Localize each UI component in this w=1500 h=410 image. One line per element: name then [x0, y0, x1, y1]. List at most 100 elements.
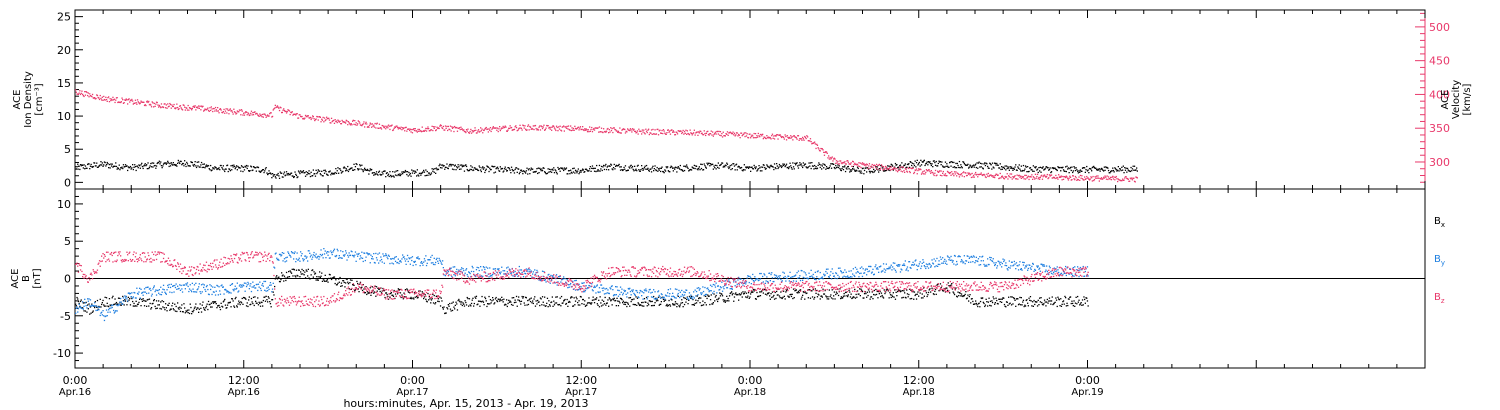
data-point — [467, 128, 469, 130]
data-point — [176, 288, 178, 290]
data-point — [285, 112, 288, 114]
data-point — [894, 289, 896, 291]
data-point — [986, 301, 988, 303]
data-point — [570, 129, 572, 132]
data-point — [233, 164, 235, 166]
data-point — [132, 296, 134, 298]
data-point — [556, 126, 558, 129]
data-point — [490, 130, 492, 133]
data-point — [257, 114, 259, 116]
data-point — [295, 113, 298, 115]
data-point — [577, 168, 579, 170]
data-point — [281, 111, 283, 114]
data-point — [112, 166, 114, 168]
data-point — [347, 281, 349, 283]
data-point — [205, 307, 207, 309]
data-point — [191, 313, 193, 315]
data-point — [731, 168, 733, 170]
data-point — [344, 286, 346, 288]
data-point — [1136, 176, 1138, 179]
data-point — [288, 110, 291, 112]
data-point — [205, 286, 208, 288]
data-point — [470, 132, 473, 134]
data-point — [603, 300, 605, 302]
data-point — [276, 275, 278, 277]
data-point — [599, 170, 601, 172]
data-point — [568, 300, 570, 303]
data-point — [571, 127, 573, 129]
data-point — [401, 171, 403, 173]
data-point — [84, 298, 86, 300]
data-point — [919, 168, 921, 170]
data-point — [515, 167, 518, 169]
data-point — [1074, 169, 1077, 172]
data-point — [721, 162, 724, 164]
data-point — [152, 288, 154, 290]
data-point — [677, 295, 679, 297]
data-point — [563, 299, 565, 301]
data-point — [281, 254, 283, 256]
data-point — [297, 176, 299, 178]
data-point — [281, 172, 283, 174]
data-point — [444, 312, 446, 315]
data-point — [296, 113, 298, 115]
data-point — [270, 112, 272, 114]
data-point — [584, 171, 586, 173]
data-point — [141, 101, 144, 103]
data-point — [305, 115, 307, 117]
data-point — [1062, 301, 1064, 303]
data-point — [558, 126, 560, 128]
data-point — [492, 126, 494, 128]
data-point — [1068, 177, 1070, 179]
data-point — [661, 129, 663, 132]
data-point — [247, 305, 249, 308]
data-point — [1003, 297, 1005, 299]
data-point — [93, 97, 95, 99]
data-point — [818, 162, 820, 164]
data-point — [654, 165, 656, 167]
data-point — [438, 165, 440, 167]
data-point — [626, 131, 628, 133]
data-point — [197, 165, 199, 167]
data-point — [714, 132, 716, 135]
data-point — [362, 123, 364, 125]
data-point — [1029, 296, 1032, 298]
data-point — [983, 302, 985, 305]
data-point — [966, 297, 968, 299]
data-point — [607, 165, 609, 167]
data-point — [565, 168, 567, 170]
data-point — [881, 294, 883, 297]
data-point — [529, 125, 531, 128]
data-point — [163, 289, 165, 291]
data-point — [876, 168, 878, 170]
data-point — [1039, 301, 1041, 303]
data-point — [844, 163, 847, 165]
data-point — [544, 171, 546, 174]
data-point — [1050, 300, 1053, 302]
data-point — [385, 176, 387, 178]
data-point — [158, 304, 160, 306]
data-point — [154, 290, 156, 293]
data-point — [440, 125, 442, 127]
data-point — [187, 165, 189, 167]
data-point — [619, 297, 622, 299]
data-point — [1131, 168, 1134, 170]
data-point — [1068, 298, 1070, 300]
left-tick-label: 5 — [64, 235, 71, 248]
data-point — [421, 291, 423, 293]
data-point — [552, 305, 554, 307]
data-point — [810, 141, 812, 143]
data-point — [154, 105, 156, 107]
data-point — [1051, 296, 1053, 298]
data-point — [976, 173, 978, 176]
data-point — [749, 166, 751, 168]
data-point — [772, 166, 774, 168]
data-point — [180, 284, 182, 287]
data-point — [866, 296, 868, 298]
data-point — [1041, 178, 1044, 180]
data-point — [297, 275, 299, 277]
data-point — [717, 130, 719, 133]
data-point — [668, 299, 670, 302]
data-point — [707, 133, 710, 136]
data-point — [328, 277, 330, 280]
